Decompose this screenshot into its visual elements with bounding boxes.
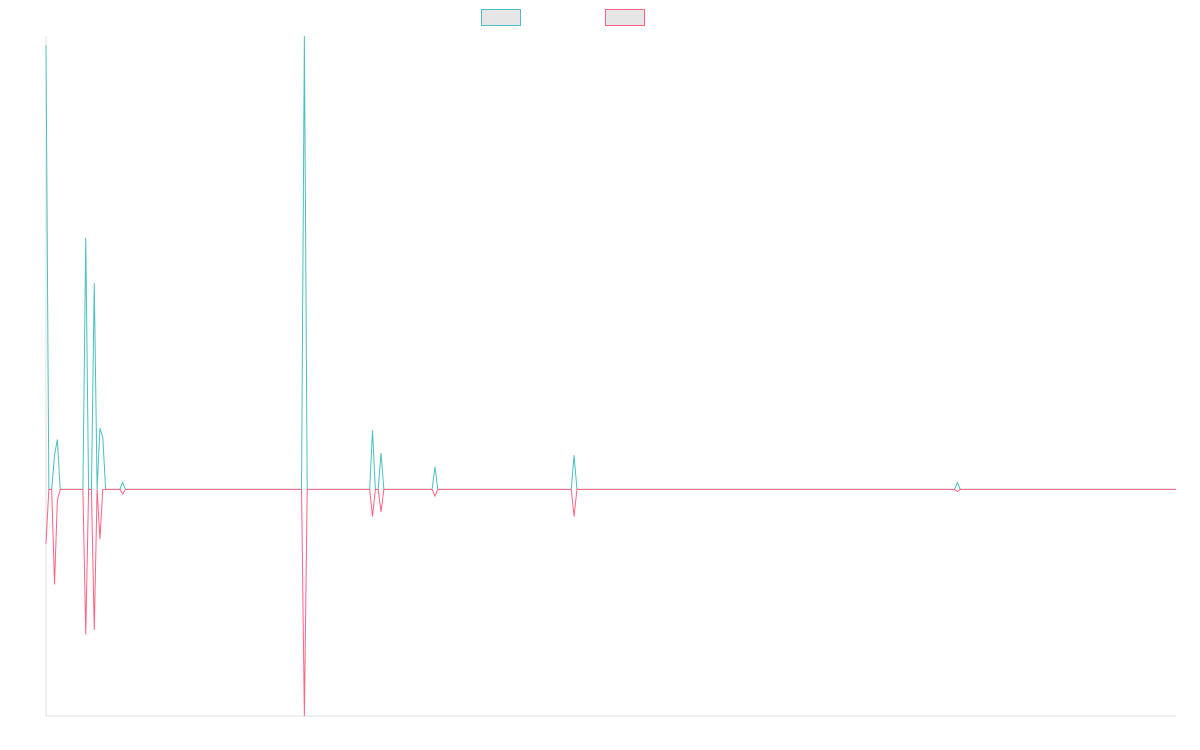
legend-swatch-1[interactable] xyxy=(481,9,521,26)
series-layer xyxy=(45,35,1176,717)
legend xyxy=(481,9,645,26)
axes xyxy=(45,36,1176,717)
series-line-1 xyxy=(45,35,1176,490)
series-line-2 xyxy=(45,488,1176,717)
legend-swatch-2[interactable] xyxy=(605,9,645,26)
